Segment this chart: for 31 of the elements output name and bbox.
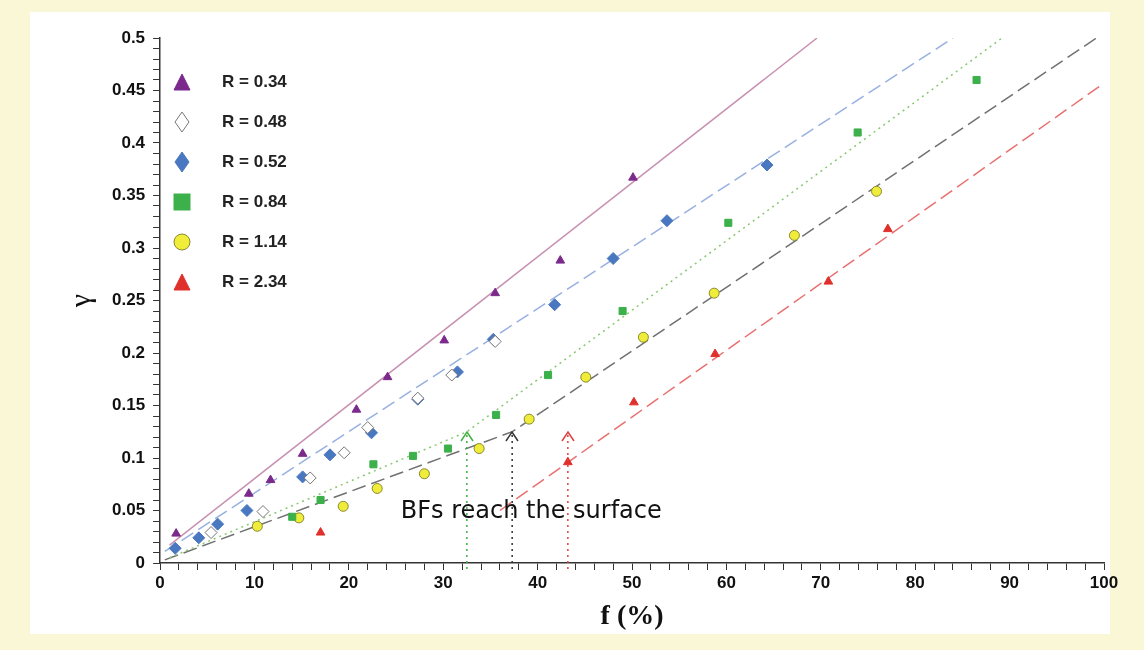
annotation: BFs reach the surface [400,496,662,525]
legend-label: R = 0.84 [222,192,287,212]
x-tick-label: 30 [433,572,453,592]
y-tick-label: 0.5 [121,27,146,47]
y-tick-label: 0.3 [121,237,146,257]
x-tick-label: 10 [245,572,264,592]
x-tick-label: 100 [1089,572,1119,592]
x-tick-label: 70 [811,572,831,592]
legend-label: R = 2.34 [222,272,287,292]
x-tick-label: 80 [905,572,925,592]
legend-label: R = 0.48 [222,112,287,132]
y-tick-label: 0.35 [111,185,146,205]
y-tick-label: 0.15 [111,395,146,415]
legend-label: R = 1.14 [222,232,287,252]
y-tick-label: 0.45 [111,80,146,100]
y-tick-label: 0.1 [121,447,146,467]
y-axis-title: γ [62,293,96,309]
x-tick-label: 90 [1000,572,1020,592]
y-tick-label: 0.25 [111,290,146,310]
x-tick-label: 60 [716,572,736,592]
legend-label: R = 0.34 [222,72,287,92]
y-tick-label: 0.05 [111,500,146,520]
x-tick-label: 40 [528,572,548,592]
y-tick-label: 0.2 [121,342,146,362]
x-tick-label: 20 [339,572,359,592]
x-tick-label: 0 [155,572,165,592]
legend-label: R = 0.52 [222,152,287,172]
x-axis-title: f (%) [600,599,664,631]
x-tick-label: 50 [622,572,642,592]
y-tick-label: 0 [135,552,146,572]
y-tick-label: 0.4 [121,132,146,152]
